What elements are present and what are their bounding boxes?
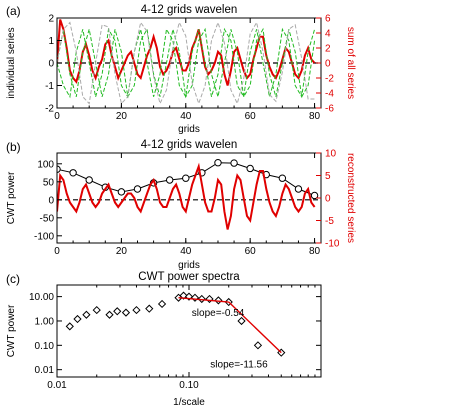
y-right-tick-label: 2 <box>325 44 331 55</box>
data-point <box>278 174 287 182</box>
y-axis-label: individual series <box>6 27 17 98</box>
x-tick-label: 80 <box>309 246 321 257</box>
panel-label: (c) <box>6 272 20 286</box>
y-tick-label: 1 <box>48 36 54 47</box>
x-tick-label: 0.10 <box>179 380 199 391</box>
y-right-tick-label: 0 <box>325 194 331 205</box>
x-tick-label: 20 <box>116 111 128 122</box>
series-line-1 <box>57 27 316 99</box>
y-right-tick-label: -2 <box>325 74 334 85</box>
data-point <box>121 308 131 317</box>
y-tick-label: 2 <box>48 14 54 25</box>
x-tick-label: 0.01 <box>47 380 67 391</box>
y-tick-label: -2 <box>45 104 54 115</box>
data-point <box>205 294 214 304</box>
y-tick-label: 0 <box>48 59 54 70</box>
fit-annotation: slope=-11.56 <box>210 360 268 371</box>
y-right-tick-label: -4 <box>325 89 334 100</box>
data-point <box>246 164 254 173</box>
x-tick-label: 40 <box>180 246 192 257</box>
data-point <box>214 159 222 167</box>
data-point <box>57 165 61 173</box>
y-tick-label: 0.01 <box>35 365 55 376</box>
data-point <box>165 176 174 184</box>
y-tick-label: 0.10 <box>35 341 55 352</box>
y-tick-label: 100 <box>37 159 54 170</box>
y-axis-right-label: reconstructed series <box>345 153 356 243</box>
data-point <box>113 307 122 316</box>
panel-label: (a) <box>6 4 21 18</box>
fit-line-0 <box>178 297 229 303</box>
data-point <box>237 316 246 326</box>
data-point <box>73 314 82 324</box>
y-right-tick-label: 0 <box>325 59 331 70</box>
chart-title: CWT power spectra <box>138 271 240 283</box>
chart-title: 4-12 grids wavelen <box>141 139 238 151</box>
y-axis-right-label: sum of all series <box>345 27 356 99</box>
y-tick-label: 10.00 <box>29 292 54 303</box>
x-tick-label: 60 <box>245 111 257 122</box>
data-point <box>184 292 194 301</box>
x-tick-label: 40 <box>180 111 192 122</box>
data-point <box>310 191 319 200</box>
panel-c: (c) CWT power spectra 0.01 0.10 0.01 0.10 1.00… <box>6 271 322 407</box>
y-axis-label: CWT power <box>6 171 17 224</box>
y-tick-label: -100 <box>34 231 54 242</box>
plot-area <box>57 19 321 106</box>
data-point <box>230 159 238 167</box>
series-line-0 <box>57 19 316 86</box>
series-line-3 <box>57 20 315 106</box>
x-tick-label: 80 <box>309 111 321 122</box>
series-line-1 <box>57 162 316 230</box>
data-point <box>197 294 206 304</box>
data-point <box>253 341 263 350</box>
plot-area <box>57 159 321 230</box>
y-tick-label: -1 <box>45 81 54 92</box>
y-right-tick-label: 6 <box>325 14 331 25</box>
plot-area <box>65 291 286 357</box>
y-right-tick-label: -6 <box>325 104 334 115</box>
y-tick-label: 50 <box>43 177 55 188</box>
data-point <box>179 291 188 300</box>
x-tick-label: 60 <box>245 246 257 257</box>
fit-annotation: slope=-0.54 <box>192 308 245 319</box>
y-tick-label: 1.00 <box>35 316 55 327</box>
x-tick-label: 0 <box>54 111 60 122</box>
y-right-tick-label: 10 <box>325 149 337 160</box>
data-point <box>117 188 126 196</box>
x-axis-label: grids <box>178 260 200 271</box>
data-point <box>294 185 303 193</box>
data-point <box>82 310 91 319</box>
data-point <box>157 299 167 309</box>
data-point <box>133 185 142 193</box>
x-axis-label: grids <box>178 124 200 135</box>
data-point <box>65 322 74 331</box>
y-tick-label: -50 <box>40 213 55 224</box>
x-tick-label: 20 <box>116 246 128 257</box>
panel-label: (b) <box>6 140 21 154</box>
y-axis-label: CWT power <box>6 304 17 357</box>
y-right-tick-label: 4 <box>325 29 331 40</box>
chart-title: 4-12 grids wavelen <box>141 4 238 16</box>
data-point <box>132 305 141 315</box>
y-tick-label: 0 <box>48 195 54 206</box>
x-tick-label: 0 <box>54 246 60 257</box>
fit-line-1 <box>228 301 282 354</box>
data-point <box>85 176 93 184</box>
data-point <box>182 174 190 182</box>
data-point <box>105 310 114 319</box>
data-point <box>69 169 77 177</box>
series-line-2 <box>57 27 316 99</box>
y-right-tick-label: 5 <box>325 171 331 182</box>
y-right-tick-label: -5 <box>325 216 334 227</box>
data-point <box>92 305 101 315</box>
data-point <box>214 296 223 305</box>
x-axis-label: 1/scale <box>173 397 205 407</box>
data-point <box>145 304 154 313</box>
y-right-tick-label: -10 <box>325 239 340 250</box>
